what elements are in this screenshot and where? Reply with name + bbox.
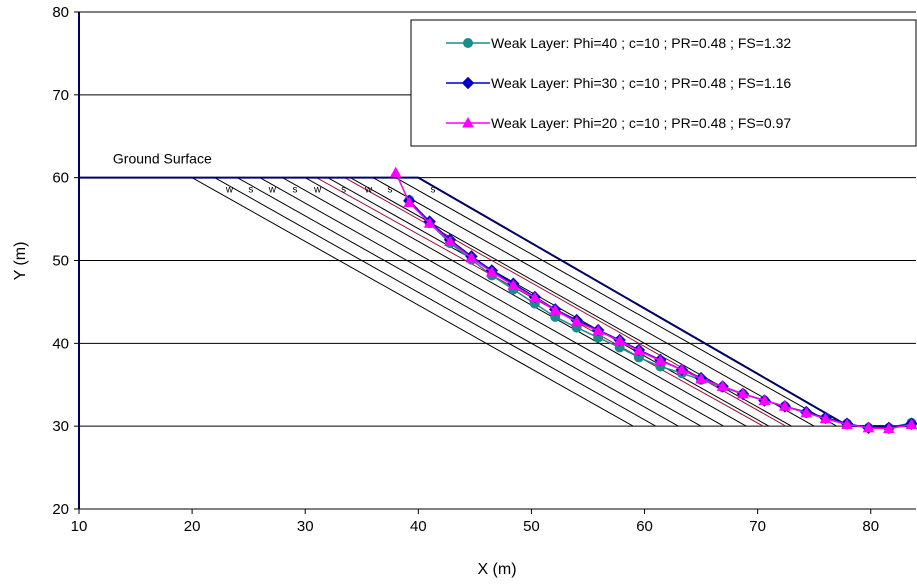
x-tick-label: 40: [410, 518, 427, 535]
series-3-point: [389, 166, 402, 178]
series-3-point: [758, 394, 771, 405]
y-axis-title: Y (m): [12, 242, 29, 281]
layer-line-9: [372, 177, 815, 427]
legend: Weak Layer: Phi=40 ; c=10 ; PR=0.48 ; FS…: [410, 19, 917, 147]
series-3-point: [883, 422, 895, 434]
legend-swatch-marker: [462, 116, 474, 128]
series-3-point: [613, 334, 626, 346]
ground-surface-polyline: [79, 176, 916, 428]
x-tick-label: 80: [862, 518, 879, 535]
series-3-point: [633, 344, 645, 356]
annotations: Ground Surface: [113, 151, 212, 167]
series-3-point: [695, 372, 707, 384]
x-tick-label: 70: [749, 518, 766, 535]
x-tick-label: 30: [297, 518, 314, 535]
y-tick-label: 30: [52, 418, 69, 435]
y-tick-label: 50: [52, 253, 69, 270]
series-3-point: [905, 418, 917, 430]
legend-swatch-marker: [463, 38, 473, 48]
legend-swatch-marker: [461, 76, 475, 90]
ground-surface-line: [79, 176, 916, 428]
layer-label-w: w: [313, 185, 322, 196]
x-tick-label: 50: [523, 518, 540, 535]
y-tick-label: 80: [52, 4, 69, 21]
x-axis-title: X (m): [477, 561, 516, 578]
layer-line-4: [259, 177, 702, 427]
y-axis-ticks: 20 30 40 50 60 70 80: [52, 4, 79, 518]
legend-label: Weak Layer: Phi=20 ; c=10 ; PR=0.48 ; FS…: [491, 115, 791, 131]
y-tick-label: 70: [52, 87, 69, 104]
ground-surface-label: Ground Surface: [113, 151, 212, 167]
legend-entry-1: Weak Layer: Phi=40 ; c=10 ; PR=0.48 ; FS…: [446, 35, 791, 51]
series-3-point: [737, 387, 749, 399]
series-group: [389, 166, 917, 435]
series-3-point: [528, 291, 541, 303]
series-3-point: [778, 400, 791, 411]
legend-label: Weak Layer: Phi=30 ; c=10 ; PR=0.48 ; FS…: [491, 75, 791, 91]
legend-entry-3: Weak Layer: Phi=20 ; c=10 ; PR=0.48 ; FS…: [446, 115, 791, 131]
series-3-point: [465, 251, 478, 263]
series-3-point: [654, 354, 667, 366]
series-3-point: [444, 235, 456, 246]
series-3-point: [423, 217, 436, 228]
layer-label-s: s: [341, 185, 346, 196]
layer-label-w: w: [268, 185, 277, 196]
layer-label-s: s: [431, 185, 436, 196]
y-tick-label: 60: [52, 170, 69, 187]
series-3-point: [592, 324, 605, 336]
x-axis-ticks: 10 20 30 40 50 60 70 80: [71, 509, 879, 535]
layer-label-s: s: [388, 185, 393, 196]
layer-line-10: [395, 177, 838, 427]
legend-entry-2: Weak Layer: Phi=30 ; c=10 ; PR=0.48 ; FS…: [446, 75, 791, 91]
layer-label-s: s: [248, 185, 253, 196]
y-tick-label: 20: [52, 501, 69, 518]
series-3-point: [403, 196, 416, 208]
layer-line-5: [282, 177, 724, 427]
series-3-point: [862, 421, 875, 433]
layer-label-s: s: [293, 185, 298, 196]
layer-label-w: w: [225, 185, 234, 196]
weak-layer-line-2: [344, 177, 787, 427]
soil-layer-lines: [191, 177, 838, 427]
series-3-point: [716, 380, 729, 391]
legend-box: [410, 19, 917, 147]
layer-line-6: [304, 177, 747, 427]
series-3-point: [841, 418, 853, 430]
series-3-point: [800, 406, 813, 418]
series-3-point: [507, 279, 520, 290]
y-tick-label: 40: [52, 335, 69, 352]
layer-line-3: [237, 177, 679, 427]
layer-line-7: [327, 177, 770, 427]
series-3-point: [676, 363, 688, 375]
series-3-point: [819, 412, 832, 424]
series-3-point: [485, 266, 498, 277]
layer-line-2: [214, 177, 657, 427]
x-tick-label: 20: [184, 518, 201, 535]
x-tick-label: 10: [71, 518, 88, 535]
series-3-point: [549, 304, 562, 315]
series-3: [389, 166, 917, 434]
layer-line-1: [191, 177, 634, 427]
series-3-point: [570, 315, 583, 327]
layer-label-w: w: [364, 185, 373, 196]
x-tick-label: 60: [636, 518, 653, 535]
legend-label: Weak Layer: Phi=40 ; c=10 ; PR=0.48 ; FS…: [491, 35, 791, 51]
